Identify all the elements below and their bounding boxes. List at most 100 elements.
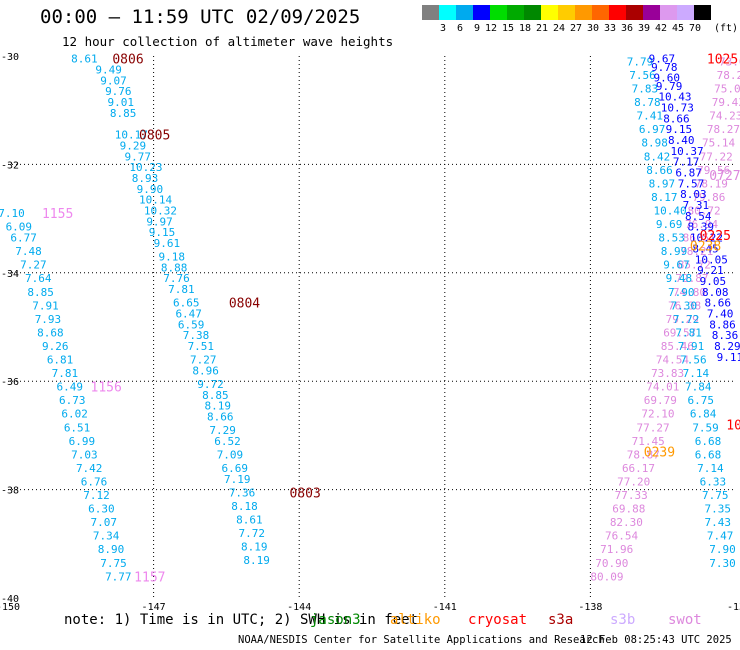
timestamp: 12 Feb 08:25:43 UTC 2025: [580, 634, 732, 646]
wave-height-point: 76.94: [685, 218, 718, 231]
scale-swatch: [422, 5, 439, 20]
wave-height-point: 8.03: [680, 188, 707, 201]
wave-height-point: 7.83: [632, 83, 659, 96]
wave-height-point: 6.68: [695, 435, 722, 448]
satellite-s3b: s3b: [610, 612, 636, 628]
scale-swatch: [575, 5, 592, 20]
wave-height-point: 8.40: [668, 134, 695, 147]
wave-height-point: 8.61: [71, 53, 98, 66]
wave-height-point: 80.72: [687, 204, 720, 217]
wave-height-point: 77.27: [637, 421, 670, 434]
time-label: 0239: [644, 446, 675, 461]
wave-height-point: 7.43: [704, 516, 731, 529]
scale-label: 45: [671, 23, 684, 34]
wave-height-point: 10.05: [695, 253, 728, 266]
wave-height-point: 10.17: [115, 129, 148, 142]
wave-height-point: 6.97: [639, 123, 666, 136]
y-tick-label: -30: [1, 52, 19, 63]
wave-height-point: 7.10: [0, 207, 25, 220]
wave-height-point: 7.72: [239, 527, 265, 540]
wave-height-point: 9.69: [656, 218, 683, 231]
wave-height-point: 7.17: [673, 156, 700, 169]
scale-label: 21: [535, 23, 548, 34]
y-tick-label: -34: [1, 269, 19, 280]
wave-height-point: 69.57: [663, 326, 696, 339]
wave-height-point: 7.34: [93, 530, 120, 543]
wave-height-point: 6.09: [6, 221, 33, 234]
scale-label: 18: [518, 23, 531, 34]
wave-height-point: 9.48: [666, 272, 693, 285]
wave-height-point: 7.12: [83, 489, 110, 502]
satellite-s3a: s3a: [548, 612, 574, 628]
wave-height-point: 9.26: [42, 340, 68, 353]
wave-height-point: 10.37: [670, 145, 703, 158]
time-label: 0238: [690, 240, 721, 255]
scale-label: 3: [439, 23, 446, 34]
wave-height-point: 7.41: [637, 110, 664, 123]
wave-height-point: 7.30: [670, 299, 697, 312]
wave-height-point: 9.18: [158, 251, 185, 264]
scale-label: 12: [484, 23, 497, 34]
scale-label: 6: [456, 23, 463, 34]
wave-height-point: 6.75: [687, 394, 714, 407]
wave-height-point: 9.61: [154, 237, 181, 250]
scale-swatch: [541, 5, 558, 20]
wave-height-point: 6.33: [700, 475, 727, 488]
wave-height-point: 8.85: [110, 107, 137, 120]
wave-height-point: 8.99: [661, 245, 688, 258]
scale-swatch: [626, 5, 643, 20]
wave-height-point: 10.40: [653, 204, 686, 217]
wave-height-point: 9.67: [663, 259, 690, 272]
wave-height-point: 7.75: [702, 489, 729, 502]
x-tick-label: -144: [287, 602, 311, 613]
wave-height-point: 10.32: [144, 204, 177, 217]
wave-height-point: 75.08: [714, 83, 740, 96]
wave-height-point: 8.18: [231, 500, 258, 513]
wave-height-point: 7.07: [91, 516, 118, 529]
wave-height-point: 9.67: [649, 53, 676, 66]
wave-height-point: 72.10: [641, 408, 674, 421]
satellite-jason3: jason3: [310, 612, 361, 628]
wave-height-point: 8.85: [27, 286, 54, 299]
wave-height-point: 79.86: [692, 191, 725, 204]
wave-height-point: 8.42: [644, 150, 671, 163]
wave-height-point: 8.88: [161, 261, 188, 274]
wave-height-point: 7.29: [209, 424, 236, 437]
wave-height-point: 79.43: [712, 96, 740, 109]
page-subtitle: 12 hour collection of altimeter wave hei…: [62, 34, 394, 49]
scale-label: 33: [603, 23, 616, 34]
wave-height-point: 7.90: [668, 286, 695, 299]
wave-height-point: 7.35: [704, 503, 731, 516]
wave-height-point: 6.76: [81, 475, 108, 488]
wave-height-point: 7.59: [692, 421, 719, 434]
time-label: 0225: [700, 229, 731, 244]
wave-height-point: 7.14: [697, 462, 724, 475]
y-tick-label: -36: [1, 377, 19, 388]
scale-label: 15: [501, 23, 514, 34]
satellite-swot: swot: [668, 612, 702, 628]
time-label: 0805: [139, 129, 170, 144]
wave-height-point: 9.15: [666, 123, 693, 136]
wave-height-point: 9.21: [697, 264, 724, 277]
wave-height-point: 10.73: [661, 101, 694, 114]
time-label: 1157: [134, 570, 165, 585]
wave-height-point: 69.79: [644, 394, 677, 407]
wave-height-point: 78.87: [627, 448, 660, 461]
wave-height-point: 7.91: [678, 340, 705, 353]
wave-height-point: 79.29: [666, 313, 699, 326]
wave-height-point: 6.02: [61, 408, 88, 421]
scale-swatch: [677, 5, 694, 20]
wave-height-point: 76.54: [605, 530, 638, 543]
wave-height-point: 9.07: [100, 74, 127, 87]
wave-height-point: 9.60: [653, 72, 680, 85]
wave-height-point: 10.14: [139, 194, 172, 207]
wave-height-point: 8.17: [651, 191, 678, 204]
scale-swatch: [609, 5, 626, 20]
time-label: 0803: [289, 486, 320, 501]
wave-height-point: 79.56: [697, 164, 730, 177]
wave-height-point: 8.78: [634, 96, 661, 109]
wave-height-point: 7.79: [627, 55, 654, 68]
scale-unit: (ft): [714, 23, 739, 34]
satellite-altiko: altiko: [390, 612, 441, 628]
wave-height-point: 75.14: [702, 137, 735, 150]
